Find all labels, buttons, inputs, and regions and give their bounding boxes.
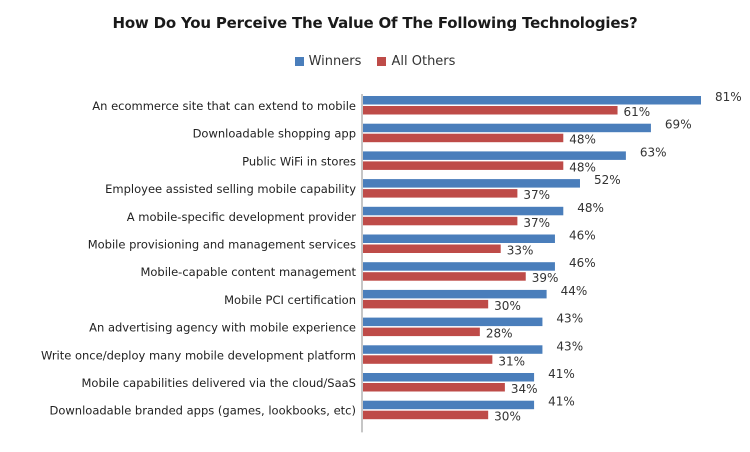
category-label: A mobile-specific development provider: [127, 210, 356, 224]
bar-winners: [363, 289, 547, 299]
value-label-all-others: 30%: [494, 299, 521, 313]
bar-winners: [363, 262, 555, 271]
bar-winners: [363, 373, 535, 382]
bar-all-others: [363, 106, 618, 115]
value-label-all-others: 30%: [494, 410, 521, 424]
value-label-winners: 63%: [640, 145, 667, 159]
legend-item-all-others: All Others: [377, 54, 455, 69]
bar-all-others: [363, 272, 526, 281]
bar-winners: [363, 151, 626, 160]
bar-all-others: [363, 383, 505, 392]
category-label: Downloadable shopping app: [193, 127, 356, 141]
bar-winners: [363, 317, 543, 327]
category-label: An advertising agency with mobile experi…: [89, 321, 356, 335]
legend-swatch-all-others: [377, 57, 387, 66]
value-label-winners: 43%: [556, 312, 583, 326]
bar-winners: [363, 234, 555, 243]
bar-winners: [363, 206, 564, 216]
value-label-winners: 41%: [548, 395, 575, 409]
bar-winners: [363, 179, 580, 188]
value-label-winners: 41%: [548, 367, 575, 381]
bar-winners: [363, 400, 535, 410]
value-label-all-others: 37%: [523, 188, 550, 202]
value-label-all-others: 31%: [498, 354, 525, 368]
legend-swatch-winners: [294, 57, 304, 66]
category-label: Mobile capabilities delivered via the cl…: [81, 376, 356, 390]
value-label-all-others: 61%: [624, 105, 651, 119]
bar-winners: [363, 123, 651, 133]
bar-all-others: [363, 189, 518, 198]
legend-label-winners: Winners: [308, 54, 362, 69]
bar-all-others: [363, 216, 518, 226]
category-label: An ecommerce site that can extend to mob…: [92, 99, 356, 113]
value-label-winners: 81%: [715, 90, 742, 104]
value-label-all-others: 34%: [511, 382, 538, 396]
legend-item-winners: Winners: [294, 54, 362, 69]
value-label-winners: 46%: [569, 229, 596, 243]
value-label-winners: 48%: [577, 201, 604, 215]
category-label: Write once/deploy many mobile developmen…: [41, 348, 356, 362]
chart-title: How Do You Perceive The Value Of The Fol…: [112, 14, 638, 32]
bar-all-others: [363, 161, 564, 170]
bar-all-others: [363, 244, 501, 253]
value-label-all-others: 33%: [507, 244, 534, 258]
legend: Winners All Others: [0, 54, 750, 70]
category-label: Mobile-capable content management: [140, 265, 356, 279]
value-label-all-others: 48%: [569, 160, 596, 174]
category-label: Mobile PCI certification: [224, 293, 356, 307]
value-label-all-others: 28%: [486, 327, 513, 341]
value-label-all-others: 39%: [532, 271, 559, 285]
bar-all-others: [363, 410, 489, 420]
bar-all-others: [363, 327, 480, 337]
category-label: Downloadable branded apps (games, lookbo…: [50, 404, 357, 418]
value-label-winners: 43%: [556, 339, 583, 353]
value-label-all-others: 48%: [569, 133, 596, 147]
value-label-all-others: 37%: [523, 216, 550, 230]
category-label: Public WiFi in stores: [242, 154, 356, 168]
value-label-winners: 52%: [594, 173, 621, 187]
bar-winners: [363, 96, 701, 105]
bar-all-others: [363, 133, 564, 143]
bar-all-others: [363, 299, 489, 309]
bar-all-others: [363, 355, 493, 364]
value-label-winners: 44%: [561, 284, 588, 298]
category-label: Mobile provisioning and management servi…: [88, 238, 356, 252]
bar-winners: [363, 345, 543, 354]
legend-label-all-others: All Others: [391, 54, 456, 69]
value-label-winners: 46%: [569, 256, 596, 270]
value-label-winners: 69%: [665, 118, 692, 132]
category-label: Employee assisted selling mobile capabil…: [105, 182, 356, 196]
